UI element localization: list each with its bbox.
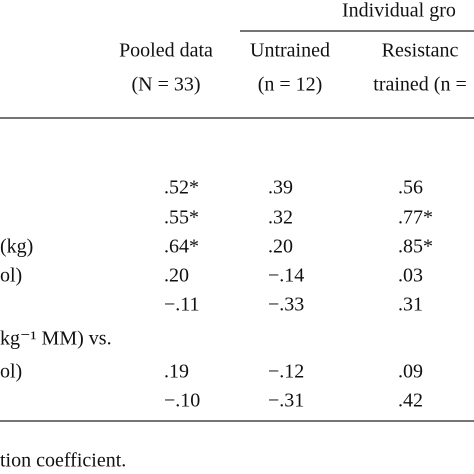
- row-label: (kg): [0, 236, 33, 258]
- column-header: (N = 33): [131, 74, 200, 96]
- table-cell: −.31: [268, 390, 304, 412]
- table-cell: −.11: [164, 294, 200, 316]
- table-cell: .42: [398, 390, 423, 412]
- table-cell: .55*: [164, 207, 199, 229]
- table-cell: .03: [398, 265, 423, 287]
- table-cell: .85*: [398, 236, 433, 258]
- row-label: ol): [0, 361, 22, 383]
- column-header: trained (n =: [373, 74, 466, 96]
- table-cell: −.12: [268, 361, 304, 383]
- table-cell: .32: [268, 207, 293, 229]
- column-header: Resistanc: [382, 40, 459, 62]
- table-cell: .31: [398, 294, 423, 316]
- table-cell: .39: [268, 177, 293, 199]
- column-header: (n = 12): [258, 74, 323, 96]
- table-cell: −.14: [268, 265, 304, 287]
- table-cell: .77*: [398, 207, 433, 229]
- table-cell: .20: [164, 265, 189, 287]
- table-cell: .20: [268, 236, 293, 258]
- table-cell: .64*: [164, 236, 199, 258]
- table-cell: .52*: [164, 177, 199, 199]
- table-cell: −.10: [164, 390, 200, 412]
- table-cell: .19: [164, 361, 189, 383]
- group-title: Individual gro: [342, 0, 456, 22]
- table-cell: −.33: [268, 294, 304, 316]
- row-label: ol): [0, 265, 22, 287]
- column-header: Pooled data: [119, 40, 213, 62]
- footnote: tion coefficient.: [0, 450, 126, 472]
- table-cell: .56: [398, 177, 423, 199]
- table-cell: .09: [398, 361, 423, 383]
- column-header: Untrained: [250, 40, 330, 62]
- row-label: kg⁻¹ MM) vs.: [0, 328, 112, 350]
